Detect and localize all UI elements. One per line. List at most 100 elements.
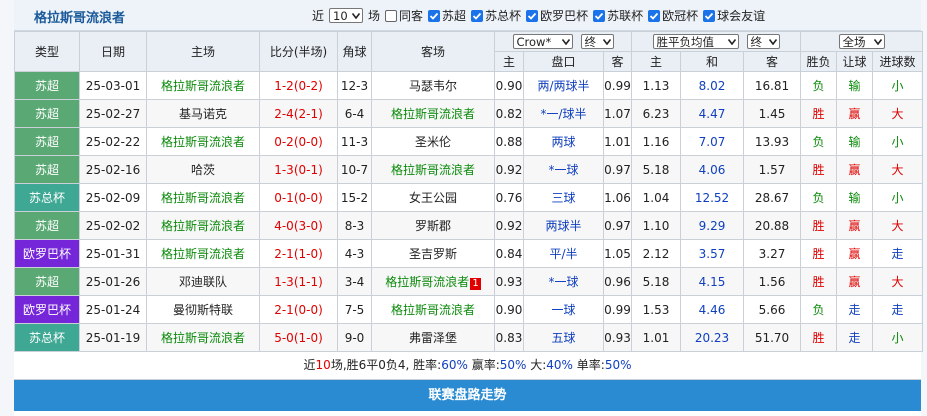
check-mark [704,12,714,20]
checkbox[interactable] [471,9,484,22]
euro-odds: 1.45 [742,99,802,128]
dropdown-arrow [352,12,361,19]
checkbox[interactable] [385,9,398,22]
checkbox[interactable] [648,9,661,22]
euro-odds: 7.07 [680,127,744,156]
handicap-odds: 0.76 [494,183,524,212]
table-body: 苏超 25-03-01 格拉斯哥流浪者 1-2(0-2) 12-3 马瑟韦尔 0.90 两/两… [14,71,924,352]
summary-part: 50% [499,358,527,372]
handicap-odds: 两球半 [523,211,604,240]
corners: 10-7 [337,155,372,184]
euro-odds: 6.23 [631,99,681,128]
away-team: 格拉斯哥流浪者 [371,155,495,184]
checkbox-label: 欧罗巴杯 [540,9,589,23]
dropdown[interactable]: 全场 [838,34,885,49]
checkbox-label: 同客 [399,9,424,23]
euro-odds: 1.57 [742,155,802,184]
corners: 11-3 [337,127,372,156]
home-team: 格拉斯哥流浪者 [146,71,260,100]
match-row: 苏超 25-02-16 哈茨 1-3(0-1) 10-7 格拉斯哥流浪者 0.92 *一球 0.… [14,155,924,184]
result: 负 [800,127,838,156]
summary-part: 单率: [572,358,605,372]
dropdown[interactable]: 胜平负均值 [652,34,739,49]
column-group-header: 胜平负均值 终 [630,31,802,52]
result: 负 [800,71,838,100]
home-team: 格拉斯哥流浪者 [146,211,260,240]
checkbox[interactable] [593,9,606,22]
team-title: 格拉斯哥流浪者 [34,11,126,26]
column-header: 日期 [79,31,147,72]
result: 胜 [800,211,838,240]
match-row: 苏超 25-01-26 邓迪联队 1-3(1-1) 3-4 格拉斯哥流浪者 1 0.93 *一球… [14,267,924,296]
away-team: 圣吉罗斯 [371,239,495,268]
result: 胜 [800,155,838,184]
result: 赢 [836,99,874,128]
dropdown[interactable]: Crow* [512,34,573,49]
check-mark [429,12,439,20]
euro-odds: 3.57 [680,239,744,268]
handicap-odds: 0.83 [494,323,524,352]
euro-odds: 1.13 [631,71,681,100]
handicap-odds: 1.07 [603,99,632,128]
result: 走 [872,295,924,324]
date: 25-02-09 [79,183,147,212]
corners: 15-2 [337,183,372,212]
euro-odds: 1.01 [631,323,681,352]
date: 25-02-16 [79,155,147,184]
dropdown[interactable]: 终 [746,34,780,49]
panel: 格拉斯哥流浪者 近 10 场同客 苏超 苏总杯 欧罗巴杯 苏联杯 欧冠杯 球会友谊 类型 日期 主场… [14,0,924,416]
dropdown-arrow [768,38,777,45]
euro-odds: 2.12 [631,239,681,268]
euro-odds: 1.04 [631,183,681,212]
away-team: 格拉斯哥流浪者 [371,295,495,324]
handicap-odds: 0.97 [603,211,632,240]
home-team: 基马诺克 [146,99,260,128]
section-bar[interactable]: 联赛盘路走势 [14,380,921,411]
euro-odds: 1.16 [631,127,681,156]
away-team: 圣米伦 [371,127,495,156]
subheader-row: 主盘口客主和客胜负 让球 进球数 [15,51,924,72]
handicap-odds: 0.90 [494,295,524,324]
dropdown-arrow [873,38,882,45]
date: 25-02-22 [79,127,147,156]
date: 25-02-27 [79,99,147,128]
result: 输 [836,71,874,100]
result: 小 [872,323,924,352]
result: 赢 [836,239,874,268]
dropdown[interactable]: 终 [580,34,614,49]
result: 走 [836,323,874,352]
euro-odds: 9.29 [680,211,744,240]
euro-odds: 4.47 [680,99,744,128]
checkbox[interactable] [428,9,441,22]
dropdown-arrow [561,38,570,45]
check-mark [527,12,537,20]
column-group-header: 全场 [800,31,924,52]
summary-part: 50% [604,358,632,372]
result: 负 [800,295,838,324]
result: 胜 [800,239,838,268]
away-team-name: 圣米伦 [414,135,451,149]
checkbox[interactable] [526,9,539,22]
match-row: 苏总杯 25-02-09 格拉斯哥流浪者 0-1(0-0) 15-2 女王公园 0.76 三球… [14,183,924,212]
result: 大 [872,267,924,296]
checkbox[interactable] [703,9,716,22]
home-team: 格拉斯哥流浪者 [146,127,260,156]
euro-odds: 12.52 [680,183,744,212]
competition: 苏超 [14,267,80,296]
away-team: 罗斯郡 [371,211,495,240]
dropdown[interactable]: 10 [329,8,364,23]
euro-odds: 5.18 [631,155,681,184]
handicap-odds: 0.82 [494,99,524,128]
score: 2-1(0-0) [259,295,338,324]
summary-part: 场,胜6平0负4, 胜率: [330,358,442,372]
column-subheader: 主 [494,51,524,72]
result: 胜 [800,99,838,128]
handicap-odds: 五球 [523,323,604,352]
column-subheader: 客 [603,51,632,72]
match-row: 欧罗巴杯 25-01-31 格拉斯哥流浪者 2-1(1-0) 4-3 圣吉罗斯 0.84 平/… [14,239,924,268]
checkbox-label: 球会友谊 [717,9,766,23]
competition: 苏超 [14,71,80,100]
home-team: 格拉斯哥流浪者 [146,183,260,212]
column-subheader: 胜负 [800,51,838,72]
